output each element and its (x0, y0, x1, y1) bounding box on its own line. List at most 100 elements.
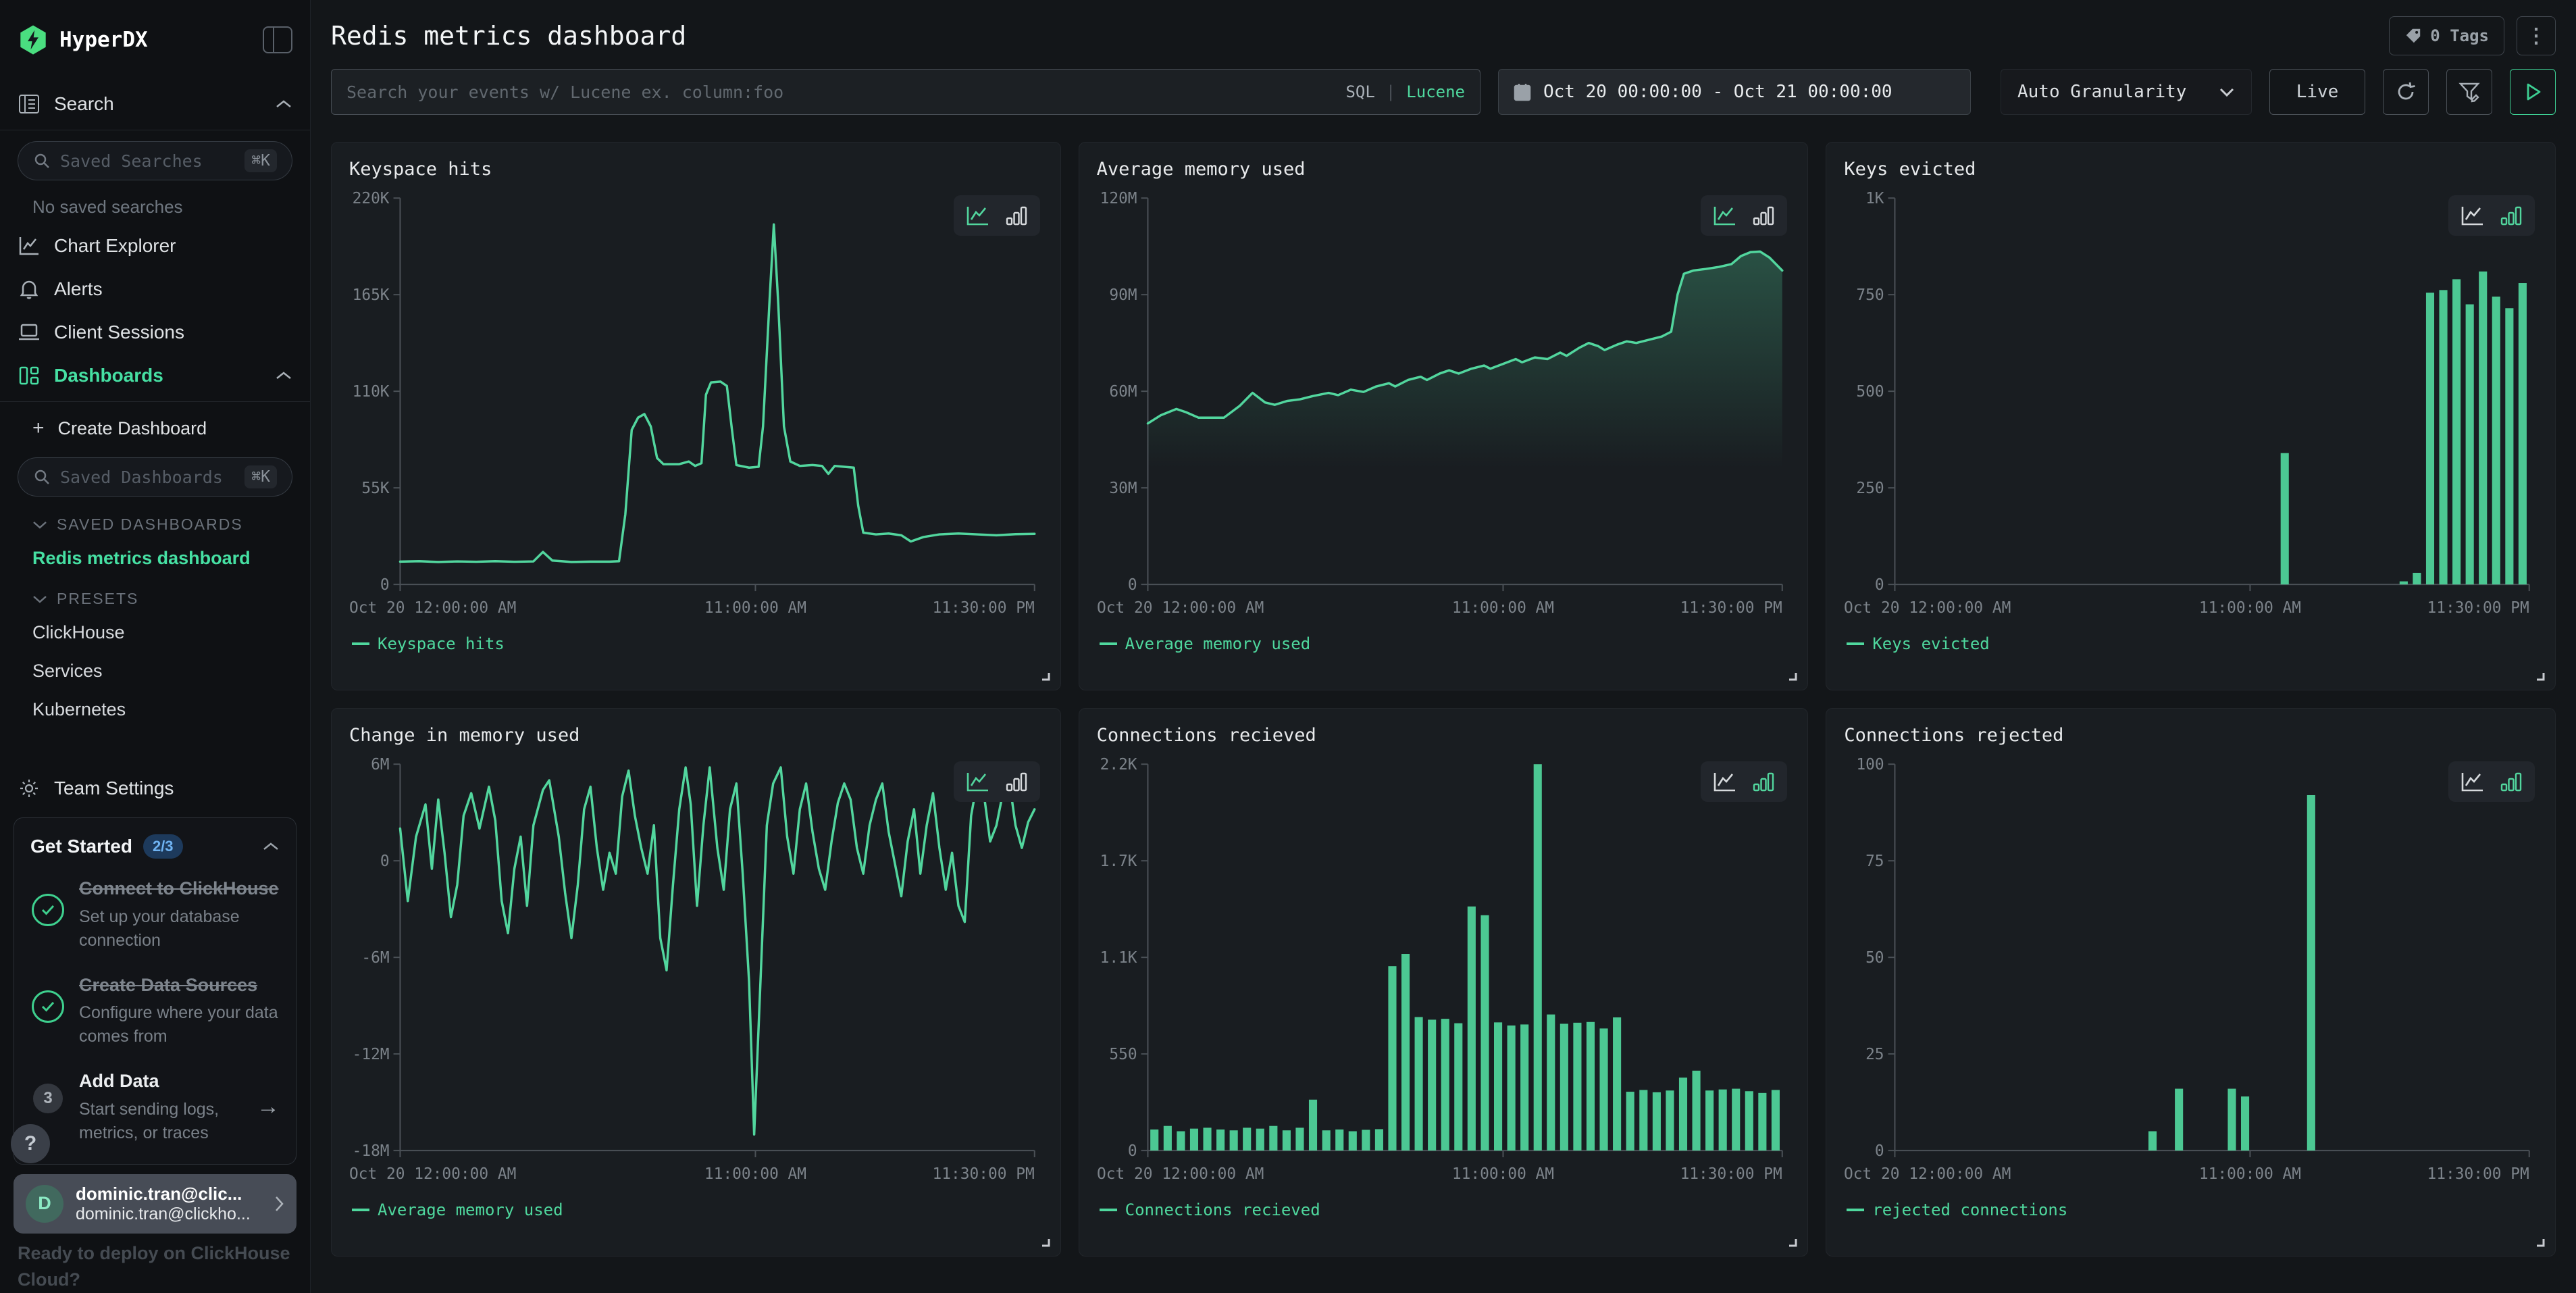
bar-chart-icon[interactable] (2500, 771, 2523, 792)
resize-handle-icon[interactable] (1040, 671, 1051, 682)
svg-text:11:00:00 AM: 11:00:00 AM (2199, 599, 2301, 617)
svg-text:75: 75 (1865, 853, 1884, 870)
search-icon (34, 470, 49, 484)
tags-button[interactable]: 0 Tags (2389, 16, 2504, 55)
saved-searches-input[interactable]: Saved Searches ⌘K (18, 141, 292, 180)
svg-text:120M: 120M (1100, 190, 1137, 207)
line-chart-icon[interactable] (2461, 205, 2485, 226)
chart-type-toggle[interactable] (2448, 195, 2535, 236)
chart-panel-average-memory: Average memory used 120M 90M 60M 30M 0 Oct 20… (1078, 142, 1809, 690)
chevron-up-icon (276, 372, 291, 379)
chart-type-toggle[interactable] (1701, 195, 1788, 236)
chart-type-toggle[interactable] (1701, 761, 1788, 802)
svg-text:6M: 6M (371, 756, 390, 774)
sidebar-item-search[interactable]: Search (0, 82, 310, 126)
refresh-button[interactable] (2383, 69, 2429, 115)
saved-dashboards-placeholder: Saved Dashboards (60, 467, 223, 487)
step-number-badge: 3 (33, 1084, 63, 1114)
saved-searches-placeholder: Saved Searches (60, 151, 203, 171)
brand-row: HyperDX (0, 19, 310, 59)
resize-handle-icon[interactable] (2535, 671, 2546, 682)
chart-canvas[interactable]: 2.2K 1.7K 1.1K 550 0 Oct 20 12:00:00 AM 11:00:… (1097, 752, 1791, 1195)
sidebar-item-team-settings[interactable]: Team Settings (0, 767, 310, 810)
sidebar-item-services[interactable]: Services (32, 661, 103, 681)
svg-text:250: 250 (1857, 480, 1884, 497)
svg-text:11:30:00 PM: 11:30:00 PM (1680, 1165, 1782, 1183)
legend-label: rejected connections (1872, 1200, 2068, 1219)
calendar-icon (1514, 84, 1531, 101)
svg-text:2.2K: 2.2K (1100, 756, 1137, 774)
chart-title: Connections recieved (1096, 725, 1316, 746)
svg-text:11:30:00 PM: 11:30:00 PM (933, 599, 1035, 617)
arrow-right-icon: → (257, 1094, 280, 1119)
saved-dashboards-section[interactable]: SAVED DASHBOARDS (0, 503, 310, 539)
event-search-input[interactable]: Search your events w/ Lucene ex. column:… (331, 69, 1480, 115)
bar-chart-icon[interactable] (1752, 771, 1775, 792)
user-menu[interactable]: D dominic.tran@clic... dominic.tran@clic… (14, 1173, 297, 1234)
chart-type-toggle[interactable] (953, 195, 1040, 236)
check-circle-icon (32, 990, 64, 1023)
dashboard-menu-button[interactable]: ⋮ (2517, 16, 2556, 55)
chart-legend: rejected connections (1844, 1200, 2538, 1219)
bar-chart-icon[interactable] (2500, 205, 2523, 226)
step-title: Connect to ClickHouse (79, 878, 279, 899)
sidebar-bottom: Get Started 2/3 Connect to ClickHouse Se… (0, 817, 310, 1293)
granularity-select[interactable]: Auto Granularity (2001, 69, 2252, 115)
line-chart-icon[interactable] (966, 771, 990, 792)
play-button[interactable] (2510, 69, 2556, 115)
saved-dashboards-input[interactable]: Saved Dashboards ⌘K (18, 457, 292, 497)
filter-edit-icon (2458, 82, 2480, 103)
line-chart-icon[interactable] (966, 205, 990, 226)
resize-handle-icon[interactable] (1787, 1237, 1798, 1248)
get-started-step-add-data[interactable]: 3 Add Data Start sending logs, metrics, … (30, 1069, 280, 1144)
line-chart-icon[interactable] (1713, 771, 1737, 792)
svg-text:-18M: -18M (353, 1142, 390, 1160)
sidebar-item-alerts[interactable]: Alerts (0, 268, 310, 311)
chart-title: Change in memory used (349, 725, 580, 746)
sidebar-item-clickhouse[interactable]: ClickHouse (32, 622, 125, 642)
chart-type-toggle[interactable] (2448, 761, 2535, 802)
chart-canvas[interactable]: 6M 0 -6M -12M -18M Oct 20 12:00:00 AM 11:00:00… (349, 752, 1043, 1195)
svg-text:Oct 20 12:00:00 AM: Oct 20 12:00:00 AM (1844, 1165, 2011, 1183)
help-button[interactable]: ? (11, 1124, 50, 1163)
sidebar-item-redis-dashboard[interactable]: Redis metrics dashboard (32, 548, 251, 568)
sidebar: HyperDX Search Saved Searches ⌘K No save… (0, 0, 311, 1293)
resize-handle-icon[interactable] (1787, 671, 1798, 682)
live-button[interactable]: Live (2269, 69, 2365, 115)
resize-handle-icon[interactable] (2535, 1237, 2546, 1248)
resize-handle-icon[interactable] (1040, 1237, 1051, 1248)
line-chart-icon[interactable] (1713, 205, 1737, 226)
sidebar-item-chart-explorer[interactable]: Chart Explorer (0, 224, 310, 268)
lucene-toggle[interactable]: Lucene (1406, 82, 1465, 101)
sql-toggle[interactable]: SQL (1345, 82, 1375, 101)
date-range-input[interactable]: Oct 20 00:00:00 - Oct 21 00:00:00 (1498, 69, 1971, 115)
create-dashboard-button[interactable]: + Create Dashboard (0, 406, 310, 451)
sidebar-item-dashboards[interactable]: Dashboards (0, 354, 310, 397)
line-chart-icon[interactable] (2461, 771, 2485, 792)
sidebar-collapse-icon[interactable] (263, 26, 292, 53)
chart-canvas[interactable]: 100 75 50 25 0 Oct 20 12:00:00 AM 11:00:00 AM 1… (1844, 752, 2538, 1195)
bell-icon (18, 278, 41, 300)
get-started-step-datasources[interactable]: Create Data Sources Configure where your… (30, 973, 280, 1048)
filter-button[interactable] (2446, 69, 2492, 115)
bar-chart-icon[interactable] (1005, 205, 1028, 226)
bar-chart-icon[interactable] (1005, 771, 1028, 792)
svg-text:0: 0 (1875, 576, 1884, 594)
legend-label: Keyspace hits (378, 634, 505, 653)
legend-label: Keys evicted (1872, 634, 1990, 653)
chart-canvas[interactable]: 120M 90M 60M 30M 0 Oct 20 12:00:00 AM 11:00:00… (1097, 186, 1791, 629)
sidebar-item-kubernetes[interactable]: Kubernetes (32, 699, 126, 719)
chevron-up-icon[interactable] (262, 841, 280, 852)
get-started-step-connect[interactable]: Connect to ClickHouse Set up your databa… (30, 876, 280, 952)
bar-chart-icon[interactable] (1752, 205, 1775, 226)
chart-legend: Average memory used (349, 1200, 1043, 1219)
search-icon (34, 153, 49, 168)
chart-type-toggle[interactable] (953, 761, 1040, 802)
chart-legend: Keyspace hits (349, 634, 1043, 653)
presets-section[interactable]: PRESETS (0, 578, 310, 613)
chart-panel-connections-rejected: Connections rejected 100 75 50 25 0 Oct 20 12… (1826, 708, 2556, 1257)
svg-text:165K: 165K (353, 286, 390, 304)
sidebar-item-client-sessions[interactable]: Client Sessions (0, 311, 310, 354)
chart-canvas[interactable]: 220K 165K 110K 55K 0 Oct 20 12:00:00 AM 11:00:… (349, 186, 1043, 629)
chart-canvas[interactable]: 1K 750 500 250 0 Oct 20 12:00:00 AM 11:00:00 A… (1844, 186, 2538, 629)
